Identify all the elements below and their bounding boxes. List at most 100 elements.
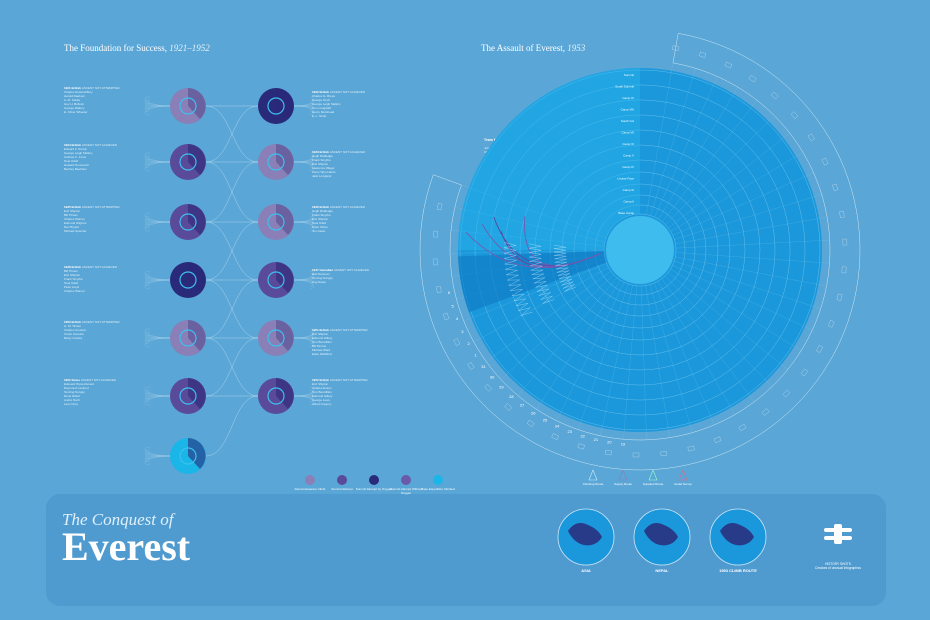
- fan-line: [293, 270, 314, 281]
- expedition-status: ASCENT NOT ACHIEVED: [333, 268, 370, 272]
- legend-swatch: [401, 475, 411, 485]
- date-tick: [724, 61, 733, 69]
- altitude-ring: [179, 153, 197, 171]
- ring-label: Camp II: [623, 200, 634, 204]
- fan-line: [144, 389, 171, 397]
- date-tick: [748, 75, 757, 83]
- day-label: 25: [543, 417, 548, 422]
- supply-route-line: [528, 243, 555, 304]
- day-spoke: [658, 87, 738, 220]
- ring-label: Lhotse Face: [617, 177, 634, 181]
- altitude-ring: [459, 69, 821, 431]
- day-spoke: [653, 283, 715, 425]
- fan-line: [293, 218, 314, 223]
- team-members-list: John Hunt Charles Evans Tom Bourdillon T…: [484, 146, 511, 206]
- fan-line: [144, 386, 171, 397]
- expedition-name: 1947 Canadian ASCENT NOT ACHIEVED: [312, 268, 370, 272]
- day-spoke: [657, 281, 736, 415]
- map-label-asia: ASIA: [581, 568, 591, 573]
- connector-line: [205, 221, 259, 281]
- progress-wedge: [188, 88, 206, 119]
- day-spoke: [536, 280, 621, 410]
- expedition-circle: [170, 438, 206, 474]
- expedition-circle: [170, 378, 206, 414]
- fan-line: [293, 155, 314, 163]
- route-legend-icon: [678, 469, 688, 481]
- expedition-circle: [170, 204, 206, 240]
- day-label: 27: [520, 403, 525, 408]
- altitude-ring: [267, 387, 285, 405]
- legend-swatch: [305, 475, 315, 485]
- day-spoke: [670, 268, 802, 351]
- fan-line: [293, 221, 314, 232]
- fan-line: [144, 276, 171, 281]
- altitude-ring: [549, 159, 731, 341]
- progress-wedge: [276, 262, 294, 293]
- legend-swatch: [433, 475, 443, 485]
- date-tick: [504, 403, 513, 411]
- expedition-circle: [258, 378, 294, 414]
- day-spoke: [675, 252, 830, 264]
- route-legend-label: Aerial Survey: [674, 482, 692, 486]
- day-spoke: [454, 207, 605, 243]
- day-spoke: [451, 254, 605, 277]
- expedition-name: 1935 British ASCENT NOT ATTEMPTED: [64, 205, 120, 209]
- expedition-members: Hugh Ruttledge Frank Smythe Eric Shipton…: [312, 209, 333, 233]
- supply-route-line: [553, 244, 576, 292]
- fan-line: [293, 221, 314, 226]
- altitude-ring: [179, 387, 197, 405]
- day-spoke: [665, 115, 775, 225]
- climber-route-line: [493, 216, 601, 267]
- expedition-name: 1950 British ASCENT NOT ATTEMPTED: [64, 320, 120, 324]
- day-spoke: [463, 263, 607, 322]
- day-label: 23: [568, 429, 573, 434]
- date-tick: [698, 51, 707, 58]
- expedition-members: Eric Shipton Edmund Hillary Tom Bourdill…: [312, 332, 333, 356]
- fan-line: [293, 337, 314, 345]
- connector-line: [205, 161, 259, 223]
- expedition-status: ASCENT NOT ACHIEVED: [329, 205, 366, 209]
- day-label: 2: [467, 341, 470, 346]
- altitude-ring: [561, 171, 719, 329]
- expedition-name: 1921 British ASCENT NOT ATTEMPTED: [64, 86, 120, 90]
- legend-label: Reconnaissance Climb: [294, 487, 326, 491]
- fan-line: [293, 105, 314, 116]
- day-spoke: [672, 172, 814, 236]
- date-tick: [790, 111, 799, 119]
- fan-line: [293, 276, 314, 281]
- expedition-name: 1922 British ASCENT NOT ACHIEVED: [312, 90, 366, 94]
- brand-small-title: The Conquest of: [62, 510, 174, 529]
- route-legend-icon: [648, 469, 658, 481]
- supply-route-line: [503, 242, 533, 316]
- day-label: 22: [580, 433, 585, 438]
- progress-wedge: [276, 88, 294, 119]
- date-tick: [821, 157, 829, 166]
- ring-label: South Col: [621, 119, 635, 123]
- expedition-block: 1938 British ASCENT NOT ACHIEVED Bill Til…: [64, 265, 117, 293]
- altitude-ring: [267, 271, 285, 289]
- altitude-ring: [179, 213, 197, 231]
- altitude-ring: [603, 213, 677, 287]
- fan-line: [144, 395, 171, 406]
- day-spoke: [668, 132, 790, 228]
- ring-label: Camp VII: [621, 131, 634, 135]
- fan-line: [293, 96, 314, 107]
- fan-line: [144, 337, 171, 348]
- fan-line: [293, 279, 314, 284]
- radial-center: [606, 216, 674, 284]
- date-tick: [782, 389, 791, 398]
- expedition-block: 1933 British ASCENT NOT ACHIEVED Hugh Rut…: [312, 150, 365, 178]
- fan-line: [144, 161, 171, 166]
- expedition-name: 1938 British ASCENT NOT ACHIEVED: [64, 265, 118, 269]
- fan-line: [293, 337, 314, 342]
- progress-wedge: [188, 144, 206, 175]
- climber-route-line: [481, 223, 601, 267]
- connector-line: [205, 337, 259, 397]
- date-tick: [713, 436, 722, 443]
- day-label: 21: [594, 437, 599, 442]
- date-tick: [807, 133, 815, 142]
- fan-line: [293, 395, 314, 400]
- date-tick: [842, 238, 848, 246]
- expedition-block: 1924 British ASCENT NOT ACHIEVED Edward F…: [64, 143, 117, 171]
- day-spoke: [664, 275, 773, 387]
